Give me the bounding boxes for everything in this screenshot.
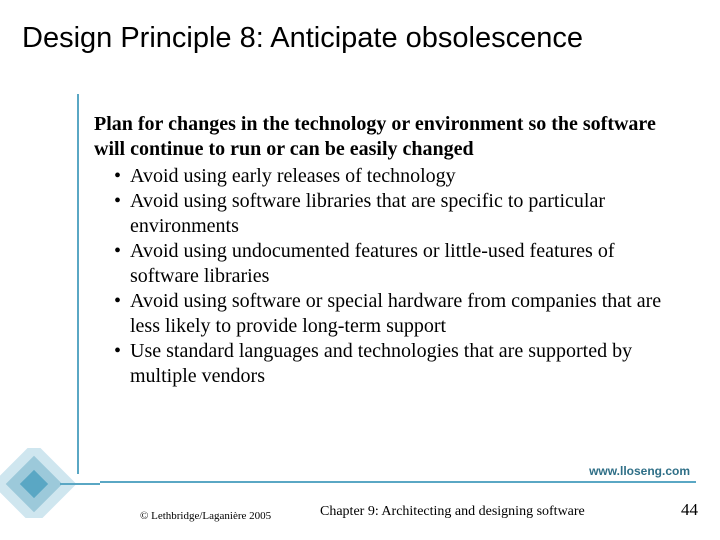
list-item: Use standard languages and technologies … xyxy=(114,339,664,389)
lead-paragraph: Plan for changes in the technology or en… xyxy=(94,112,664,162)
chapter-text: Chapter 9: Architecting and designing so… xyxy=(320,504,585,520)
slide-title: Design Principle 8: Anticipate obsolesce… xyxy=(22,22,698,55)
vertical-rule xyxy=(77,94,79,474)
list-item: Avoid using early releases of technology xyxy=(114,164,664,189)
list-item: Avoid using software or special hardware… xyxy=(114,289,664,339)
bullet-list: Avoid using early releases of technology… xyxy=(94,164,664,389)
copyright-text: © Lethbridge/Laganière 2005 xyxy=(140,510,271,522)
footer: © Lethbridge/Laganière 2005 Chapter 9: A… xyxy=(0,502,720,522)
body-text: Plan for changes in the technology or en… xyxy=(94,112,664,389)
slide: Design Principle 8: Anticipate obsolesce… xyxy=(0,0,720,540)
horizontal-rule xyxy=(100,481,696,483)
list-item: Avoid using software libraries that are … xyxy=(114,189,664,239)
website-url: www.lloseng.com xyxy=(585,464,694,478)
list-item: Avoid using undocumented features or lit… xyxy=(114,239,664,289)
page-number: 44 xyxy=(681,500,698,520)
